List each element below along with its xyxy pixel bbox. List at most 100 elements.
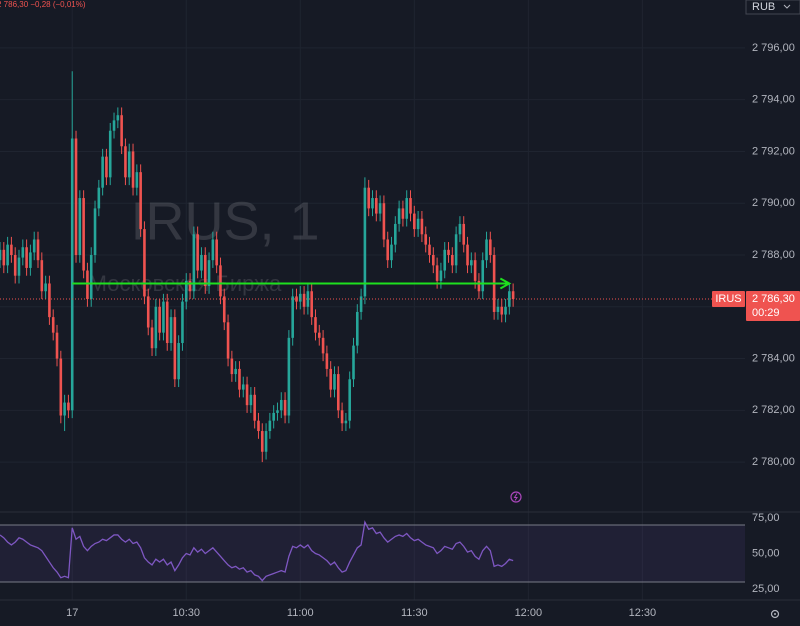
candle-body [458,223,462,235]
candle-body [139,172,142,230]
event-icon[interactable] [510,491,522,503]
candle-body [2,249,6,266]
candle-body [340,410,344,424]
candle-body [173,317,177,380]
quote: 2 786,30 −0,28 (−0,01%) [0,0,86,9]
candle-body [401,208,405,219]
candle-body [302,293,306,307]
candle-body [253,394,256,421]
arrow-head [499,277,512,290]
x-tick-label: 12:30 [629,607,657,619]
candle-body [131,151,135,188]
countdown: 00:29 [752,307,780,319]
candle-body [439,270,443,281]
candle-body [500,306,504,315]
y-tick-label: 2 782,00 [752,404,795,416]
candle-body [200,255,203,271]
price-tag [746,291,800,322]
currency[interactable]: RUB [752,1,775,13]
candle-body [508,291,511,307]
candle-body [310,291,313,318]
candle-body [196,234,199,271]
candle-body [241,384,245,390]
candle-body [207,260,211,287]
candle-body [511,291,515,300]
candle-body [348,379,351,421]
candle-body [13,255,17,276]
candle-body [397,208,401,224]
candle-body [59,358,63,416]
rsi-line [0,520,514,582]
candle-body [150,327,154,349]
settings-icon[interactable] [770,609,780,619]
candle-body [222,296,226,323]
y-tick-label: 2 796,00 [752,42,795,54]
candle-body [386,239,390,261]
candle-body [162,301,165,333]
candle-body [181,301,184,344]
candle-body [276,410,279,413]
candle-body [447,249,450,255]
candle-body [226,322,230,359]
y-tick-label: 2 780,00 [752,456,795,468]
candle-body [355,311,359,346]
candle-body [230,358,234,375]
candle-body [63,402,66,416]
price-label: 2 786,30 [752,293,795,305]
candle-body [443,249,447,271]
candle-body [317,332,321,338]
candle-body [146,296,150,328]
candle-body [298,293,302,302]
candle-body [409,198,412,214]
candle-body [158,306,161,333]
candle-body [352,345,355,380]
candle-body [378,203,382,214]
watermark: IRUS, 1 [130,191,319,251]
x-tick-label: 11:30 [401,607,428,619]
rsi-band-fill [0,524,745,583]
candle-body [245,384,249,406]
currency-selector[interactable]: RUB [745,0,800,15]
candle-body [325,353,329,369]
candle-body [382,203,386,240]
candle-body [432,255,435,266]
candle-body [367,187,370,209]
x-tick-label: 10:30 [172,607,200,619]
candle-body [279,399,283,411]
candle-body [51,317,55,333]
x-tick-label: 12:00 [515,607,543,619]
candle-body [211,239,215,261]
event-circle[interactable] [510,491,522,503]
candle-body [143,229,146,297]
candle-body [36,239,40,261]
candle-body [405,198,409,219]
candle-body [188,280,192,292]
candle-body [127,151,131,178]
candle-body [268,420,272,432]
plot [0,71,745,583]
gear[interactable] [770,609,780,619]
gear-center [774,613,776,615]
candle-body [219,265,222,297]
y-tick-label: 2 794,00 [752,94,795,106]
candle-body [470,260,473,266]
candle-body [481,260,485,292]
candle-body [462,223,466,245]
candle-body [257,420,260,432]
candle-body [105,156,108,178]
candle-body [238,368,241,390]
rsi-tick-label: 25,00 [752,583,780,595]
candle-body [101,156,104,188]
candle-body [67,402,70,411]
currency-box[interactable] [745,0,800,15]
candle-body [93,208,97,255]
candle-body [108,130,112,178]
candle-body [17,257,21,276]
candle-body [116,115,120,121]
candle-body [10,244,13,255]
candle-body [466,244,469,266]
candle-body [203,255,207,287]
candle-body [333,374,336,390]
candle-body [413,213,416,230]
candle-body [25,247,28,268]
